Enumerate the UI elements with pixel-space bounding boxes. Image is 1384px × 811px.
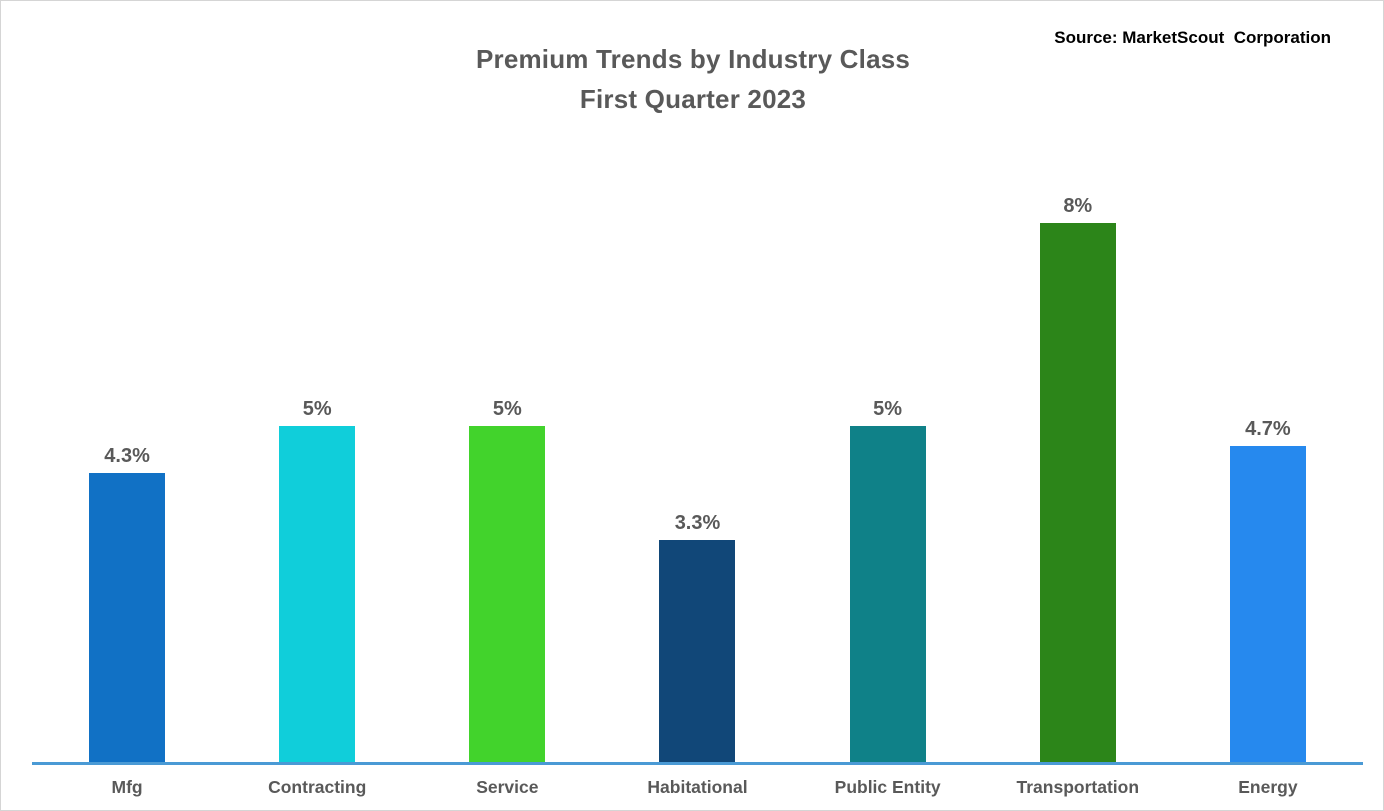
bar-column: 5% — [222, 397, 412, 763]
bar — [659, 540, 736, 763]
category-label: Public Entity — [834, 777, 941, 797]
source-attribution: Source: MarketScout Corporation — [1054, 28, 1331, 47]
bar-value-label: 4.3% — [104, 444, 150, 467]
bar-value-label: 5% — [492, 397, 522, 420]
bar-value-label: 5% — [302, 397, 332, 420]
chart-title-line-2: First Quarter 2023 — [579, 84, 807, 114]
bar — [849, 425, 926, 763]
bar — [1039, 223, 1116, 763]
category-label: Contracting — [268, 777, 367, 797]
category-label: Service — [476, 777, 539, 797]
bar — [1229, 445, 1306, 763]
bar — [469, 425, 546, 763]
bar-value-label: 4.7% — [1245, 417, 1291, 440]
bar-column: 3.3% — [602, 511, 792, 763]
category-label: Habitational — [647, 777, 748, 797]
bar-column: 5% — [412, 397, 602, 763]
chart-title-line-1: Premium Trends by Industry Class — [475, 44, 911, 74]
bar-value-label: 5% — [873, 397, 903, 420]
bar — [279, 425, 356, 763]
bar-value-label: 8% — [1063, 195, 1093, 217]
category-label: Mfg — [111, 777, 143, 797]
bar-column: 4.7% — [1173, 417, 1363, 763]
category-labels: Mfg Contracting Service Habitational Public … — [32, 775, 1363, 799]
bar-value-label: 3.3% — [674, 512, 721, 535]
bars: 4.3% 5% 5% 3.3% 5% 8% 4.7% — [32, 1, 1363, 763]
bar — [89, 472, 166, 763]
category-label: Transportation — [1016, 777, 1140, 797]
bar-column: 5% — [793, 397, 983, 763]
x-axis-line — [32, 762, 1363, 765]
bar-column: 8% — [983, 194, 1173, 763]
category-label: Energy — [1238, 777, 1298, 797]
bar-column: 4.3% — [32, 444, 222, 763]
chart-title: Premium Trends by Industry Class First Q… — [1, 39, 1383, 119]
